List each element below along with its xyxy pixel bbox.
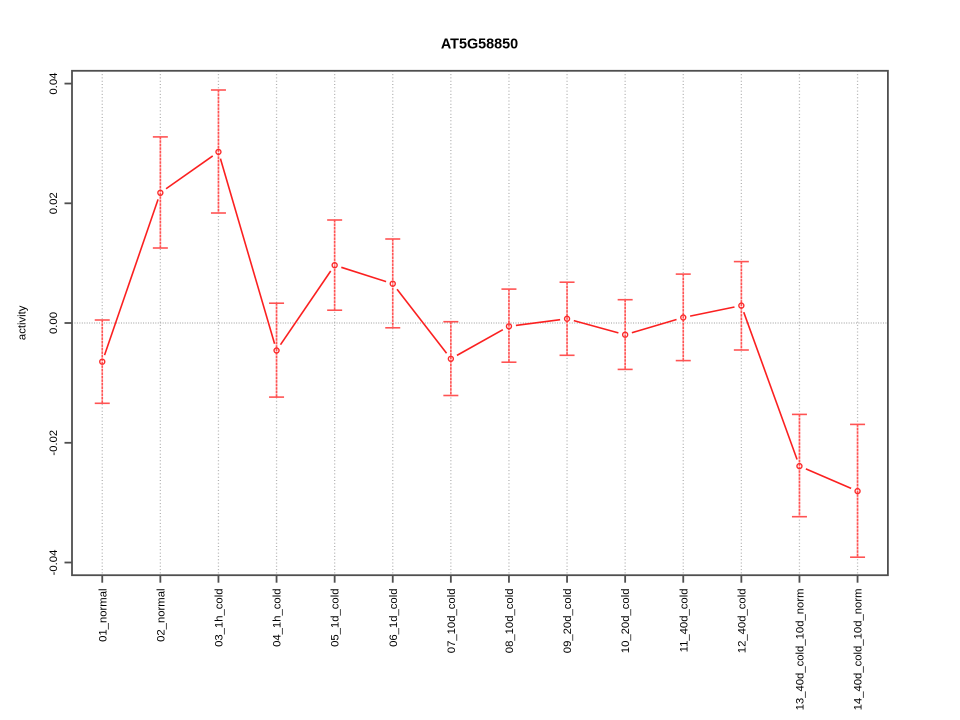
svg-text:-0.04: -0.04 <box>48 550 60 576</box>
svg-text:05_1d_cold: 05_1d_cold <box>330 589 342 647</box>
svg-text:09_20d_cold: 09_20d_cold <box>562 589 574 654</box>
svg-text:0.00: 0.00 <box>48 312 60 334</box>
svg-text:07_10d_cold: 07_10d_cold <box>446 589 458 654</box>
svg-text:11_40d_cold: 11_40d_cold <box>678 589 690 653</box>
svg-text:-0.02: -0.02 <box>48 430 60 456</box>
svg-text:13_40d_cold_10d_norm: 13_40d_cold_10d_norm <box>794 589 806 711</box>
svg-text:06_1d_cold: 06_1d_cold <box>388 589 400 647</box>
svg-text:02_normal: 02_normal <box>155 589 167 642</box>
svg-text:08_10d_cold: 08_10d_cold <box>504 589 516 654</box>
svg-text:AT5G58850: AT5G58850 <box>441 37 518 53</box>
svg-text:04_1h_cold: 04_1h_cold <box>272 589 284 647</box>
svg-text:01_normal: 01_normal <box>97 589 109 642</box>
svg-text:03_1h_cold: 03_1h_cold <box>213 589 225 647</box>
svg-text:0.04: 0.04 <box>48 73 60 95</box>
svg-text:10_20d_cold: 10_20d_cold <box>620 589 632 654</box>
svg-text:activity: activity <box>17 305 29 340</box>
svg-text:14_40d_cold_10d_norm: 14_40d_cold_10d_norm <box>853 589 865 711</box>
svg-text:12_40d_cold: 12_40d_cold <box>736 589 748 654</box>
svg-text:0.02: 0.02 <box>48 192 60 214</box>
